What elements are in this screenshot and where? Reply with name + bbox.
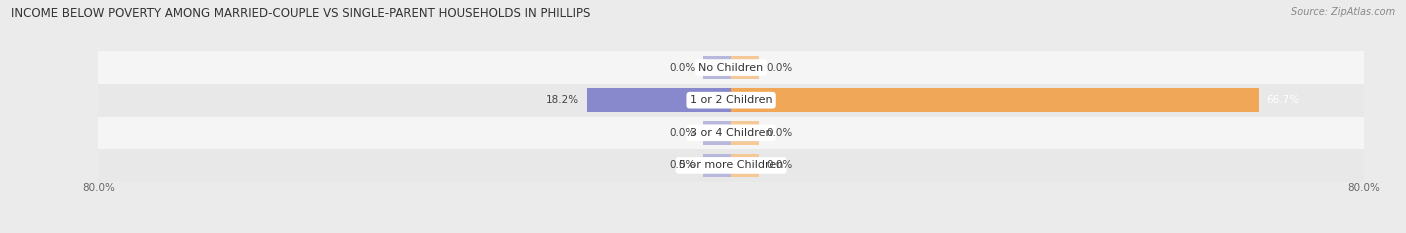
Bar	[98, 149, 1364, 182]
Text: 0.0%: 0.0%	[669, 161, 696, 170]
Text: Source: ZipAtlas.com: Source: ZipAtlas.com	[1291, 7, 1395, 17]
Text: 0.0%: 0.0%	[669, 128, 696, 138]
Bar	[98, 51, 1364, 84]
Text: 0.0%: 0.0%	[766, 128, 793, 138]
Text: 66.7%: 66.7%	[1267, 95, 1299, 105]
Bar	[588, 89, 731, 112]
Text: 18.2%: 18.2%	[546, 95, 579, 105]
Text: 3 or 4 Children: 3 or 4 Children	[690, 128, 772, 138]
Bar	[731, 121, 759, 144]
Text: 0.0%: 0.0%	[766, 161, 793, 170]
Text: 0.0%: 0.0%	[669, 63, 696, 72]
Bar	[703, 121, 731, 144]
Bar	[98, 84, 1364, 116]
Bar	[98, 116, 1364, 149]
Text: INCOME BELOW POVERTY AMONG MARRIED-COUPLE VS SINGLE-PARENT HOUSEHOLDS IN PHILLIP: INCOME BELOW POVERTY AMONG MARRIED-COUPL…	[11, 7, 591, 20]
Bar	[703, 154, 731, 177]
Bar	[731, 154, 759, 177]
Bar	[703, 56, 731, 79]
Bar	[731, 89, 1258, 112]
Bar	[731, 56, 759, 79]
Text: 5 or more Children: 5 or more Children	[679, 161, 783, 170]
Text: 0.0%: 0.0%	[766, 63, 793, 72]
Legend: Married Couples, Single Parents: Married Couples, Single Parents	[628, 230, 834, 233]
Text: 1 or 2 Children: 1 or 2 Children	[690, 95, 772, 105]
Text: No Children: No Children	[699, 63, 763, 72]
